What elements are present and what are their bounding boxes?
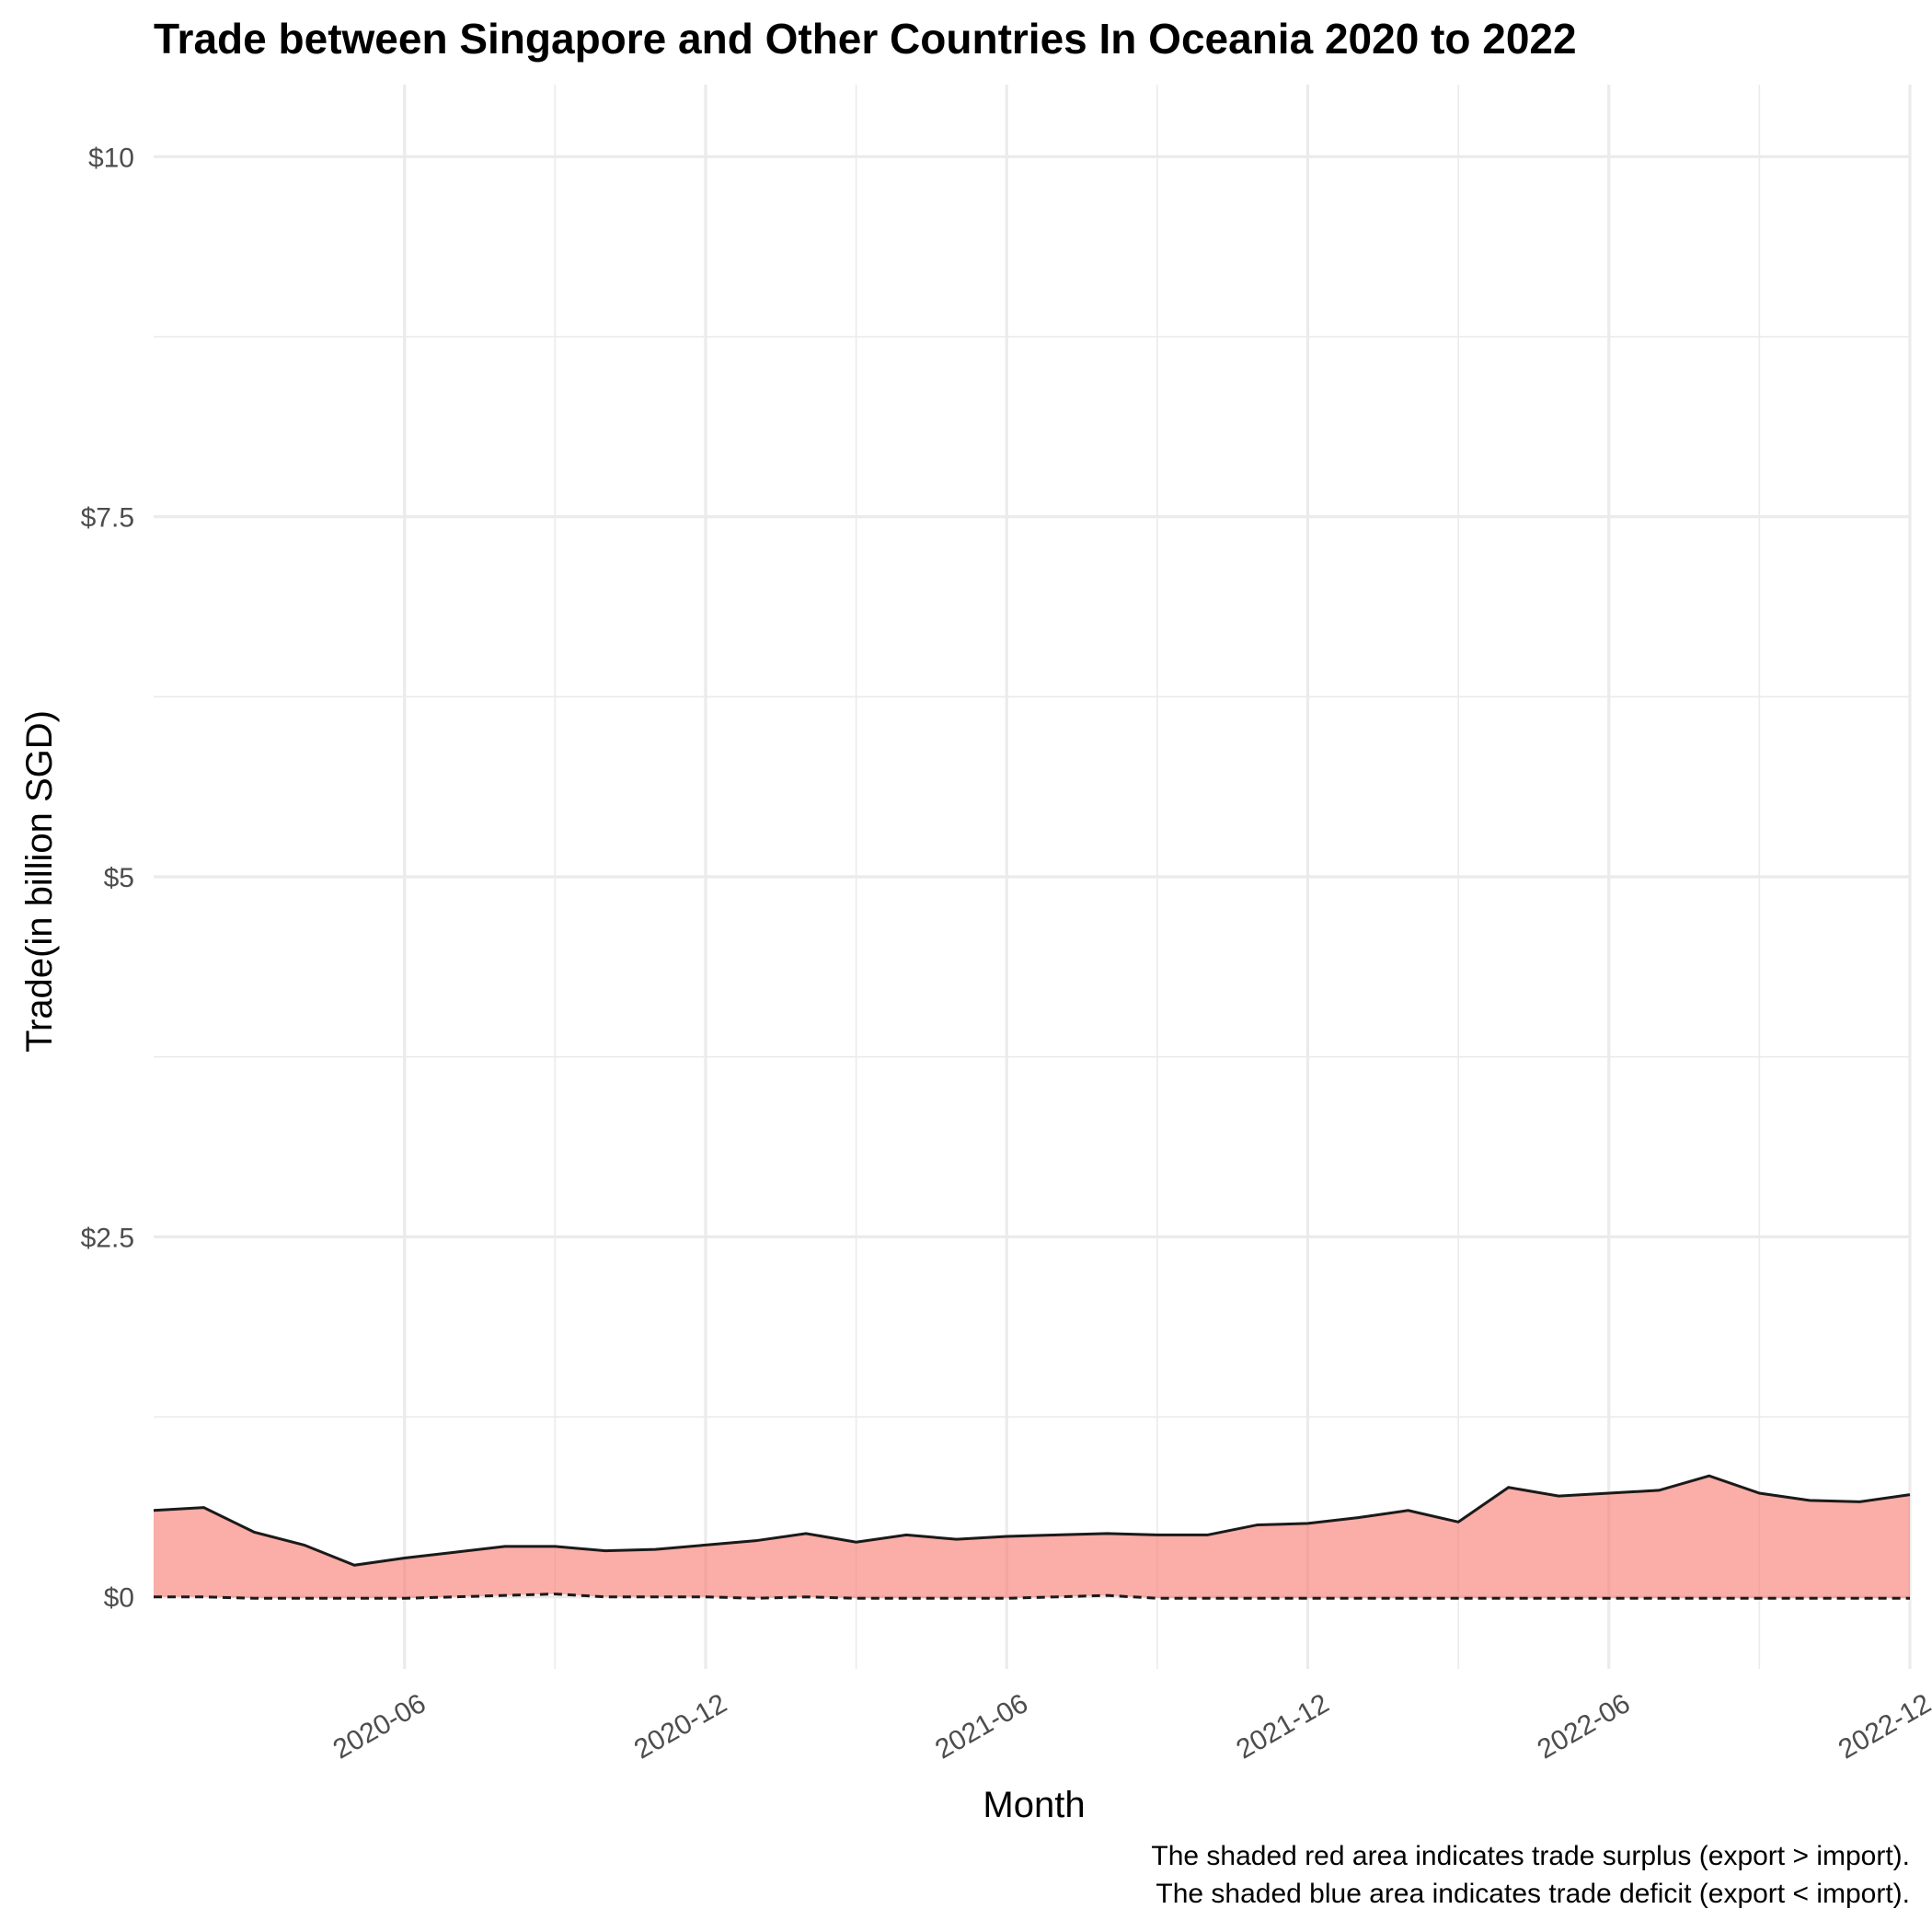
export-line [153, 1474, 1911, 1567]
x-tick-label: 2020-06 [328, 1688, 431, 1765]
x-axis-title: Month [983, 1785, 1085, 1825]
y-tick-label: $5 [104, 863, 134, 893]
x-tick-label: 2020-12 [629, 1688, 732, 1765]
x-tick-label: 2022-12 [1834, 1688, 1932, 1765]
line-series [153, 1474, 1911, 1600]
y-tick-label: $2.5 [81, 1223, 134, 1253]
area-series [154, 1476, 1910, 1599]
x-tick-label: 2022-06 [1533, 1688, 1636, 1765]
chart-title: Trade between Singapore and Other Countr… [154, 15, 1577, 63]
y-tick-label: $0 [104, 1583, 134, 1614]
grid [154, 85, 1912, 1669]
y-axis-title: Trade(in billion SGD) [19, 710, 60, 1052]
x-tick-label: 2021-06 [930, 1688, 1033, 1765]
x-axis-ticks: 2020-06 2020-12 2021-06 2021-12 2022-06 2022-… [328, 1688, 1932, 1765]
import-line [154, 1593, 1910, 1600]
y-tick-label: $7.5 [81, 503, 134, 534]
x-tick-label: 2021-12 [1231, 1688, 1334, 1765]
y-tick-label: $10 [88, 143, 134, 173]
caption-surplus: The shaded red area indicates trade surp… [1151, 1841, 1910, 1871]
caption-deficit: The shaded blue area indicates trade def… [1156, 1879, 1910, 1909]
surplus-area [154, 1476, 1910, 1599]
y-axis-ticks: $0 $2.5 $5 $7.5 $10 [81, 143, 134, 1613]
